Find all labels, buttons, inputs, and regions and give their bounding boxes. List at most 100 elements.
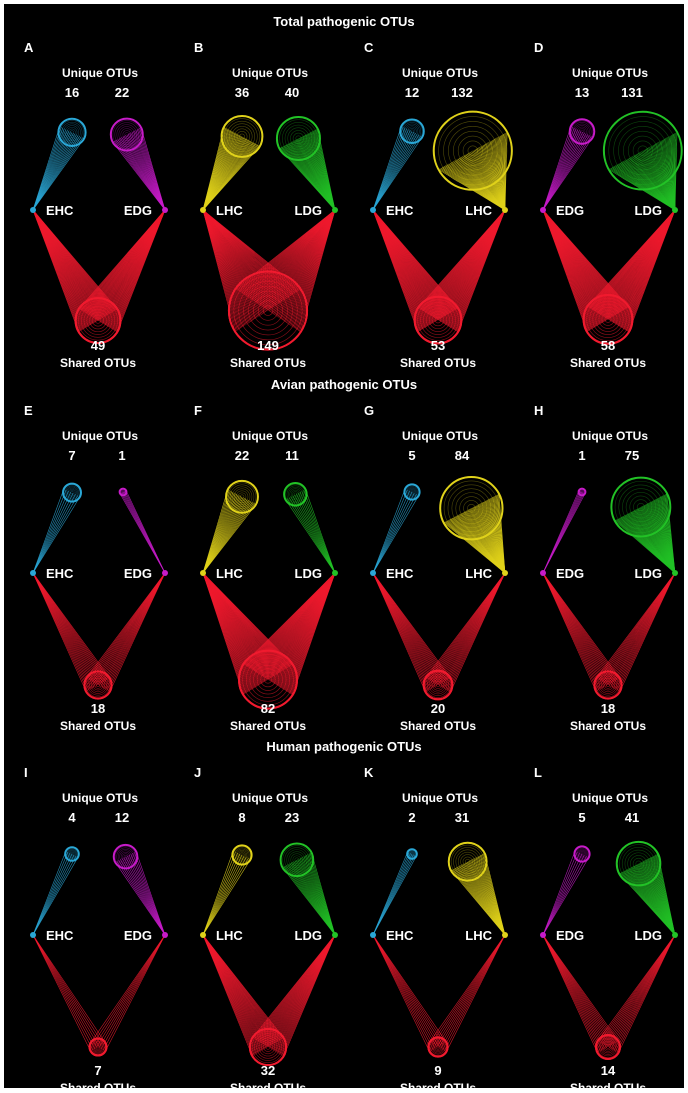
group-label-left: EHC bbox=[46, 566, 74, 581]
unique-fan-left bbox=[543, 119, 594, 210]
unique-otus-label: Unique OTUs bbox=[62, 791, 138, 805]
shared-fan-right bbox=[428, 935, 505, 1057]
panel-letter: H bbox=[534, 403, 543, 418]
group-node-right bbox=[162, 932, 168, 938]
group-label-right: LHC bbox=[465, 928, 492, 943]
shared-otus-label: Shared OTUs bbox=[400, 1081, 476, 1088]
group-node-right bbox=[502, 207, 508, 213]
unique-fan-right bbox=[611, 478, 675, 573]
unique-count-right: 22 bbox=[115, 85, 129, 100]
unique-fan-right bbox=[604, 112, 682, 210]
group-node-right bbox=[672, 570, 678, 576]
group-label-right: LDG bbox=[295, 566, 322, 581]
group-node-right bbox=[502, 570, 508, 576]
shared-otus-label: Shared OTUs bbox=[230, 1081, 306, 1088]
shared-count: 14 bbox=[601, 1063, 616, 1078]
shared-count: 82 bbox=[261, 701, 275, 716]
unique-otus-label: Unique OTUs bbox=[572, 791, 648, 805]
row-title: Total pathogenic OTUs bbox=[273, 14, 414, 29]
unique-fan-right bbox=[111, 119, 165, 210]
unique-fan-left bbox=[543, 846, 590, 935]
unique-count-left: 4 bbox=[68, 810, 76, 825]
unique-count-right: 40 bbox=[285, 85, 299, 100]
shared-count: 7 bbox=[94, 1063, 101, 1078]
group-label-right: EDG bbox=[124, 566, 152, 581]
group-label-left: LHC bbox=[216, 566, 243, 581]
unique-fan-right bbox=[284, 483, 335, 573]
unique-otus-label: Unique OTUs bbox=[572, 66, 648, 80]
shared-otus-label: Shared OTUs bbox=[570, 356, 646, 370]
group-node-right bbox=[162, 207, 168, 213]
row-title: Avian pathogenic OTUs bbox=[271, 377, 417, 392]
shared-otus-label: Shared OTUs bbox=[60, 719, 136, 733]
shared-count: 9 bbox=[434, 1063, 441, 1078]
group-node-left bbox=[370, 932, 376, 938]
unique-fan-left bbox=[203, 845, 252, 935]
unique-count-right: 31 bbox=[455, 810, 469, 825]
panel-letter: E bbox=[24, 403, 33, 418]
shared-fan-right-circle bbox=[428, 1037, 447, 1056]
unique-fan-left bbox=[203, 116, 262, 210]
unique-count-left: 7 bbox=[68, 448, 75, 463]
group-node-right bbox=[672, 932, 678, 938]
unique-fan-right bbox=[434, 112, 512, 210]
shared-fan-right-circle bbox=[90, 1039, 107, 1056]
row-title: Human pathogenic OTUs bbox=[266, 739, 421, 754]
shared-otus-label: Shared OTUs bbox=[400, 356, 476, 370]
group-node-left bbox=[370, 207, 376, 213]
shared-otus-label: Shared OTUs bbox=[400, 719, 476, 733]
shared-fan-right bbox=[250, 935, 335, 1065]
unique-count-left: 5 bbox=[408, 448, 415, 463]
unique-count-right: 1 bbox=[118, 448, 125, 463]
group-node-left bbox=[30, 207, 36, 213]
unique-fan-right bbox=[440, 477, 505, 573]
panel-letter: B bbox=[194, 40, 203, 55]
group-node-right bbox=[332, 207, 338, 213]
unique-count-right: 23 bbox=[285, 810, 299, 825]
group-label-right: EDG bbox=[124, 928, 152, 943]
unique-fan-left bbox=[373, 849, 417, 935]
shared-otus-label: Shared OTUs bbox=[60, 356, 136, 370]
unique-fan-left bbox=[33, 484, 81, 573]
unique-fan-left-circle bbox=[63, 484, 81, 502]
group-node-left bbox=[540, 932, 546, 938]
shared-count: 53 bbox=[431, 338, 445, 353]
unique-fan-right-circle bbox=[617, 842, 661, 886]
group-label-left: EHC bbox=[386, 566, 414, 581]
group-label-right: LDG bbox=[635, 928, 662, 943]
group-node-left bbox=[540, 570, 546, 576]
group-label-right: LHC bbox=[465, 566, 492, 581]
group-node-right bbox=[332, 570, 338, 576]
unique-fan-right bbox=[449, 843, 505, 935]
group-label-right: LHC bbox=[465, 203, 492, 218]
unique-otus-label: Unique OTUs bbox=[62, 429, 138, 443]
group-label-left: EHC bbox=[46, 203, 74, 218]
unique-otus-label: Unique OTUs bbox=[402, 791, 478, 805]
unique-count-left: 5 bbox=[578, 810, 585, 825]
panel-letter: I bbox=[24, 765, 28, 780]
shared-count: 20 bbox=[431, 701, 445, 716]
unique-fan-right bbox=[120, 489, 165, 573]
unique-otus-label: Unique OTUs bbox=[572, 429, 648, 443]
group-node-right bbox=[162, 570, 168, 576]
unique-fan-left bbox=[33, 119, 86, 210]
shared-otus-label: Shared OTUs bbox=[570, 719, 646, 733]
panel-letter: C bbox=[364, 40, 374, 55]
unique-otus-label: Unique OTUs bbox=[62, 66, 138, 80]
group-label-left: EDG bbox=[556, 928, 584, 943]
unique-fan-right bbox=[114, 845, 165, 935]
group-node-right bbox=[672, 207, 678, 213]
shared-count: 18 bbox=[601, 701, 615, 716]
group-label-left: EHC bbox=[386, 203, 414, 218]
shared-fan-right bbox=[596, 935, 675, 1059]
group-node-left bbox=[200, 207, 206, 213]
shared-fan-right bbox=[90, 935, 165, 1055]
unique-fan-left-circle bbox=[570, 119, 595, 144]
shared-otus-label: Shared OTUs bbox=[230, 356, 306, 370]
